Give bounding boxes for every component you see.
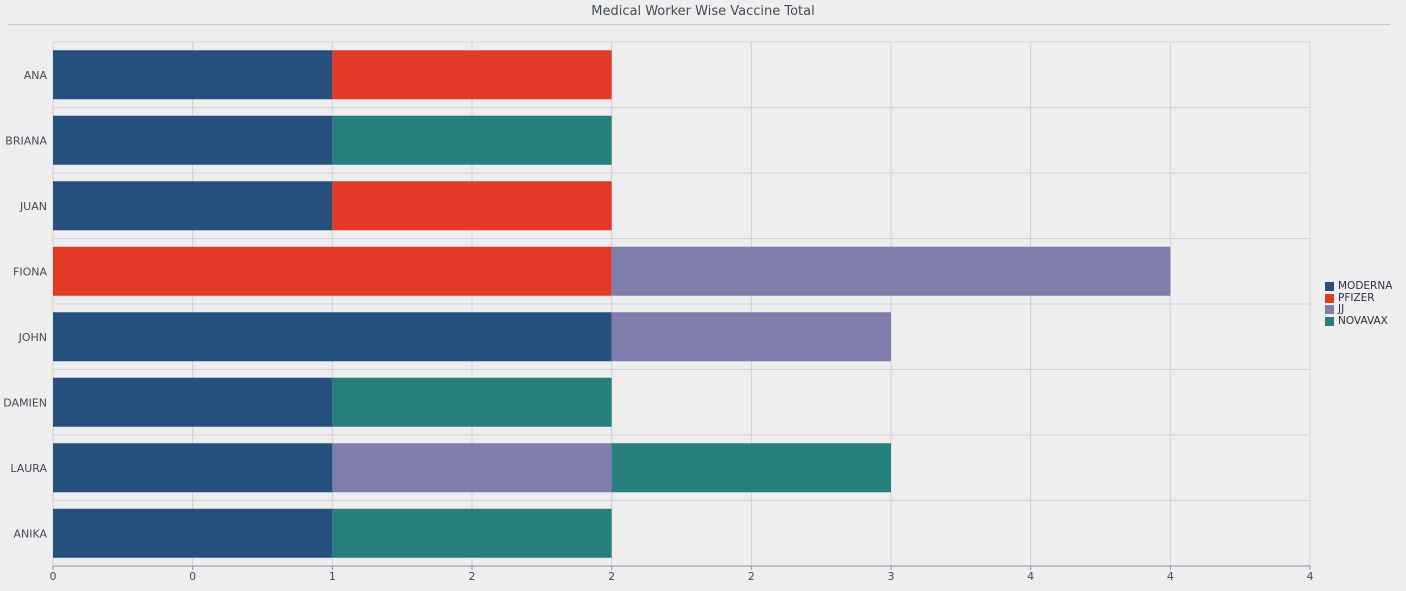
bar-ana-moderna [53, 50, 333, 100]
bar-anika-moderna [53, 508, 333, 558]
legend-swatch [1325, 316, 1334, 326]
bar-laura-moderna [53, 443, 333, 493]
legend-item-novavax: NOVAVAX [1325, 314, 1392, 328]
chart-title: Medical Worker Wise Vaccine Total [591, 4, 815, 19]
legend-label: NOVAVAX [1338, 314, 1388, 327]
bar-fiona-jj [611, 246, 1171, 296]
y-tick-label-briana: BRIANA [5, 134, 47, 147]
bar-juan-pfizer [332, 181, 612, 231]
legend-item-jj: JJ [1325, 303, 1392, 316]
bar-laura-jj [332, 443, 612, 493]
legend-label: MODERNA [1338, 280, 1393, 292]
x-tick-label: 4 [1027, 570, 1034, 583]
legend-item-pfizer: PFIZER [1325, 291, 1392, 305]
bar-fiona-pfizer [53, 246, 612, 296]
y-tick-label-anika: ANIKA [13, 527, 47, 540]
x-tick-label: 4 [1167, 570, 1174, 583]
bar-damien-novavax [332, 377, 612, 427]
bar-briana-novavax [332, 115, 612, 165]
y-tick-label-fiona: FIONA [13, 265, 47, 278]
bar-john-moderna [53, 312, 612, 362]
x-tick-label: 3 [888, 570, 895, 583]
legend-swatch [1325, 305, 1334, 315]
x-tick-label: 0 [50, 570, 57, 583]
legend-label: JJ [1338, 303, 1345, 315]
bar-john-jj [611, 312, 891, 362]
bar-damien-moderna [53, 377, 333, 427]
bar-anika-novavax [332, 508, 612, 558]
bar-laura-novavax [611, 443, 891, 493]
x-tick-label: 2 [608, 570, 615, 583]
x-tick-label: 1 [329, 570, 336, 583]
bar-briana-moderna [53, 115, 333, 165]
y-tick-label-damien: DAMIEN [3, 396, 47, 409]
x-tick-label: 2 [469, 570, 476, 583]
legend-swatch [1325, 282, 1334, 292]
legend-item-moderna: MODERNA [1325, 280, 1393, 293]
x-tick-label: 0 [189, 570, 196, 583]
bar-ana-pfizer [332, 50, 612, 100]
legend-swatch [1325, 293, 1334, 303]
x-tick-label: 2 [748, 570, 755, 583]
y-tick-label-laura: LAURA [10, 462, 47, 475]
chart-legend: MODERNA PFIZER JJ NOVAVAX [1325, 280, 1393, 328]
bar-juan-moderna [53, 181, 333, 231]
title-divider [8, 24, 1390, 25]
y-tick-label-juan: JUAN [19, 200, 47, 213]
legend-label: PFIZER [1338, 291, 1375, 304]
x-tick-label: 4 [1307, 570, 1314, 583]
y-tick-label-john: JOHN [18, 331, 47, 344]
y-tick-label-ana: ANA [24, 69, 48, 82]
